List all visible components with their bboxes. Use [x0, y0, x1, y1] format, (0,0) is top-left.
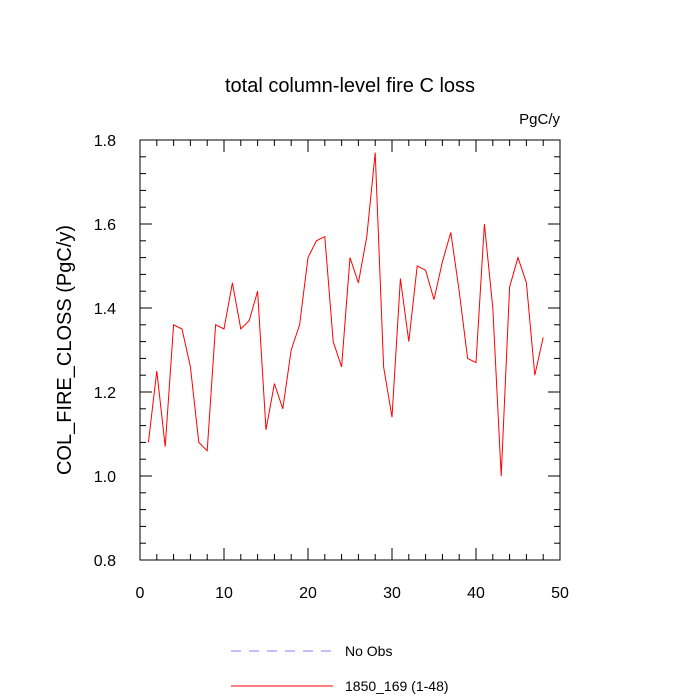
axis-tick-labels: 0 10 20 30 40 50 0.8 1.0 1.2 1.4 1.6 1.8: [94, 133, 569, 602]
x-tick-label: 50: [551, 585, 569, 602]
x-tick-label: 40: [467, 585, 485, 602]
y-tick-label: 1.0: [94, 469, 116, 486]
x-tick-label: 30: [383, 585, 401, 602]
series-line: [147, 152, 544, 477]
axis-ticks: [139, 139, 561, 561]
series-lines: [147, 152, 544, 477]
y-tick-label: 0.8: [94, 553, 116, 570]
x-tick-label: 10: [215, 585, 233, 602]
chart-title: total column-level fire C loss: [225, 75, 475, 97]
y-tick-label: 1.8: [94, 133, 116, 150]
legend-label-no-obs: No Obs: [345, 643, 392, 659]
x-tick-label: 0: [136, 585, 145, 602]
legend-label-1850-169: 1850_169 (1-48): [345, 678, 449, 694]
legend: No Obs 1850_169 (1-48): [231, 643, 449, 694]
plot-frame: [139, 139, 561, 561]
y-tick-label: 1.6: [94, 217, 116, 234]
y-tick-label: 1.2: [94, 385, 116, 402]
x-tick-label: 20: [299, 585, 317, 602]
y-axis-label: COL_FIRE_CLOSS (PgC/y): [54, 225, 76, 475]
y-tick-label: 1.4: [94, 301, 116, 318]
units-label: PgC/y: [519, 111, 560, 128]
